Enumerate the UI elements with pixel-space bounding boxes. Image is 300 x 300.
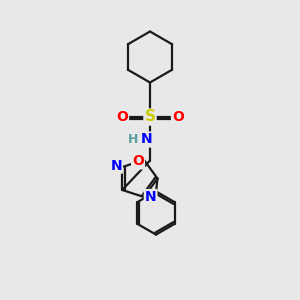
Text: N: N (110, 158, 122, 172)
Text: O: O (172, 110, 184, 124)
Text: H: H (128, 133, 139, 146)
Text: S: S (145, 110, 155, 124)
Text: N: N (145, 190, 156, 204)
Text: N: N (141, 133, 153, 146)
Text: O: O (132, 154, 144, 169)
Text: O: O (116, 110, 128, 124)
